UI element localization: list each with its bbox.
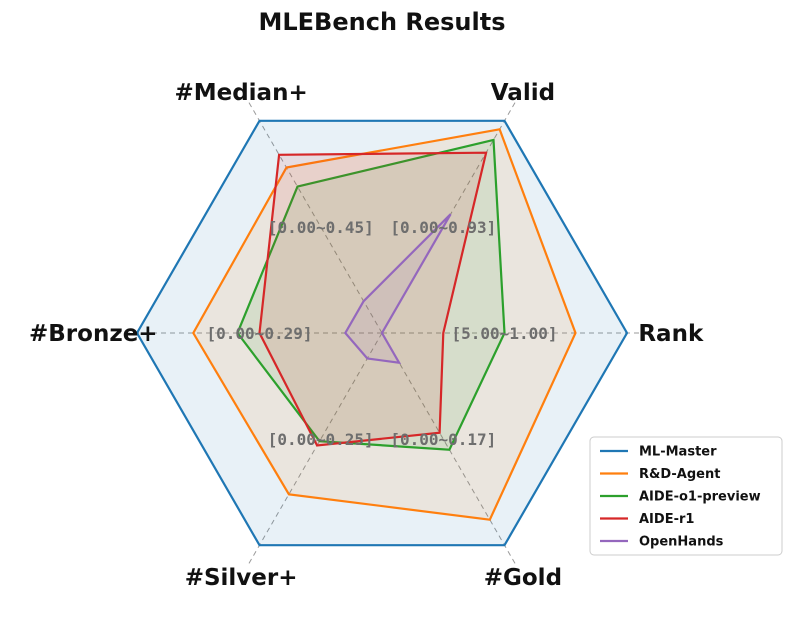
radar-series-layer	[135, 119, 629, 547]
chart-title: MLEBench Results	[258, 8, 505, 36]
radar-labels: [0.00~0.93] Valid [0.00~0.45] #Median+ [0.00…	[29, 80, 704, 591]
legend-label-aide-r1: AIDE-r1	[639, 512, 694, 527]
legend-label-ml-master: ML-Master	[639, 445, 717, 460]
series-polygon-r-d-agent	[192, 128, 577, 521]
axis-label-valid: Valid	[491, 80, 555, 106]
range-label-silver: [0.00~0.25]	[268, 430, 374, 449]
range-label-rank: [5.00~1.00]	[452, 324, 558, 343]
range-label-bronze: [0.00~0.29]	[207, 324, 313, 343]
range-label-median: [0.00~0.45]	[268, 218, 374, 237]
series-polygon-openhands	[343, 213, 452, 365]
legend-box	[589, 436, 783, 556]
legend-label-r-d-agent: R&D-Agent	[639, 467, 720, 482]
legend-label-aide-o1-preview: AIDE-o1-preview	[639, 490, 761, 505]
axis-label-gold: #Gold	[484, 565, 562, 591]
axis-label-silver: #Silver+	[185, 565, 298, 591]
range-label-valid: [0.00~0.93]	[390, 218, 496, 237]
axis-label-rank: Rank	[638, 321, 704, 347]
series-polygon-aide-r1	[258, 151, 488, 447]
legend: ML-Master R&D-Agent AIDE-o1-preview AIDE-r1…	[589, 436, 783, 556]
range-label-gold: [0.00~0.17]	[390, 430, 496, 449]
legend-label-openhands: OpenHands	[639, 535, 724, 550]
axis-label-bronze: #Bronze+	[29, 321, 158, 347]
axis-label-median: #Median+	[174, 80, 307, 106]
